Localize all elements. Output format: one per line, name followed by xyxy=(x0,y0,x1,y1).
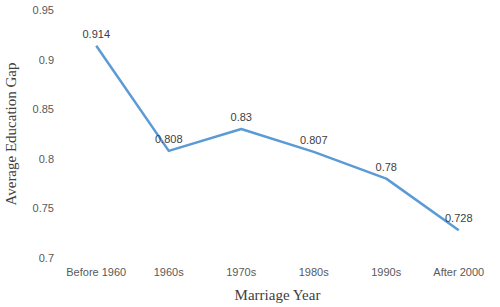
x-tick-label: 1990s xyxy=(371,266,401,278)
x-tick-label: After 2000 xyxy=(433,266,484,278)
x-tick-label: 1980s xyxy=(299,266,329,278)
data-label: 0.728 xyxy=(445,212,473,224)
y-tick-label: 0.9 xyxy=(39,54,54,66)
x-tick-label: 1960s xyxy=(154,266,184,278)
y-axis-title: Average Education Gap xyxy=(3,63,19,206)
x-tick-label: Before 1960 xyxy=(66,266,126,278)
y-tick-label: 0.85 xyxy=(33,103,54,115)
plot-area xyxy=(96,46,459,231)
x-tick-label: 1970s xyxy=(226,266,256,278)
x-axis-title: Marriage Year xyxy=(235,287,321,303)
data-label: 0.914 xyxy=(82,28,110,40)
chart: 0.7 0.75 0.8 0.85 0.9 0.95 Before 1960 1960s 197… xyxy=(0,0,500,307)
data-line xyxy=(96,46,459,231)
data-label: 0.807 xyxy=(300,134,328,146)
y-tick-label: 0.7 xyxy=(39,252,54,264)
data-label: 0.83 xyxy=(231,111,252,123)
data-label: 0.78 xyxy=(376,161,397,173)
data-label: 0.808 xyxy=(155,133,183,145)
y-tick-label: 0.8 xyxy=(39,153,54,165)
y-tick-label: 0.75 xyxy=(33,202,54,214)
y-tick-label: 0.95 xyxy=(33,4,54,16)
